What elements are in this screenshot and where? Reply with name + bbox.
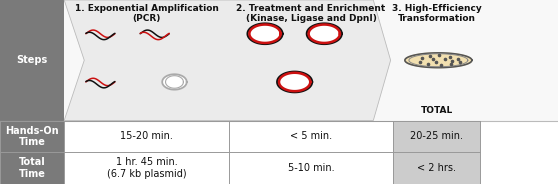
Bar [0,152,64,184]
Polygon shape [64,0,391,121]
Polygon shape [277,72,312,92]
Text: Steps: Steps [16,55,48,65]
Polygon shape [249,24,281,43]
Text: Total
Time: Total Time [18,157,46,179]
Text: Hands-On
Time: Hands-On Time [5,126,59,147]
Text: 20-25 min.: 20-25 min. [410,131,463,141]
Text: 3. High-Efficiency
Transformation: 3. High-Efficiency Transformation [392,4,482,23]
Bar [0,121,480,184]
Polygon shape [309,24,340,43]
Bar [0,121,64,152]
Polygon shape [166,76,184,88]
Polygon shape [248,23,282,44]
Polygon shape [405,53,472,68]
Polygon shape [162,74,187,90]
Bar [393,121,480,152]
Polygon shape [279,73,310,91]
Text: 5-10 min.: 5-10 min. [288,163,334,173]
Text: < 5 min.: < 5 min. [290,131,332,141]
Polygon shape [307,23,341,44]
Bar [0,0,64,121]
Bar [393,152,480,184]
Text: 1. Exponential Amplification
(PCR): 1. Exponential Amplification (PCR) [75,4,218,23]
Text: 1 hr. 45 min.
(6.7 kb plasmid): 1 hr. 45 min. (6.7 kb plasmid) [107,157,186,179]
Text: < 2 hrs.: < 2 hrs. [417,163,456,173]
Text: TOTAL: TOTAL [421,106,453,115]
Bar [393,0,480,121]
Text: 15-20 min.: 15-20 min. [120,131,173,141]
Bar [0,0,558,121]
Text: 2. Treatment and Enrichment
(Kinase, Ligase and DpnI): 2. Treatment and Enrichment (Kinase, Lig… [237,4,386,23]
